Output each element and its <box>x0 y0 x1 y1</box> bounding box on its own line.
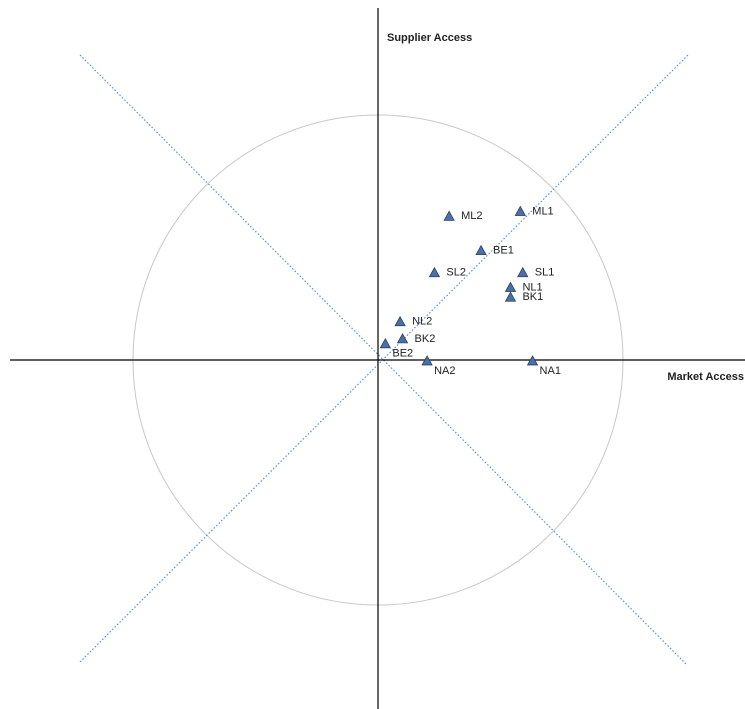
point-marker <box>396 333 409 344</box>
point-marker <box>443 210 455 221</box>
point-marker <box>514 205 526 216</box>
point-label: ML2 <box>461 210 482 222</box>
point-label: NL1 <box>522 281 542 293</box>
point-marker <box>379 337 392 349</box>
point-marker <box>504 291 517 302</box>
point-label: SL1 <box>535 267 555 279</box>
point-label: SL2 <box>446 267 466 279</box>
point-label: NL2 <box>412 316 432 328</box>
diagonal-line <box>79 54 689 663</box>
point-label: NA2 <box>434 365 455 377</box>
point-marker <box>517 266 529 278</box>
point-marker <box>421 355 433 366</box>
x-axis-title: Market Access <box>667 371 744 383</box>
point-marker <box>428 266 441 278</box>
point-label: BK2 <box>415 333 436 345</box>
point-marker <box>394 315 406 327</box>
point-label: BK1 <box>522 291 543 303</box>
point-label: BE2 <box>392 348 413 360</box>
point-label: BE1 <box>493 245 514 257</box>
point-marker <box>526 355 539 366</box>
point-label: ML1 <box>532 205 553 217</box>
y-axis-title: Supplier Access <box>387 32 472 44</box>
point-marker <box>504 281 517 292</box>
point-marker <box>475 244 487 256</box>
point-label: NA1 <box>540 365 561 377</box>
